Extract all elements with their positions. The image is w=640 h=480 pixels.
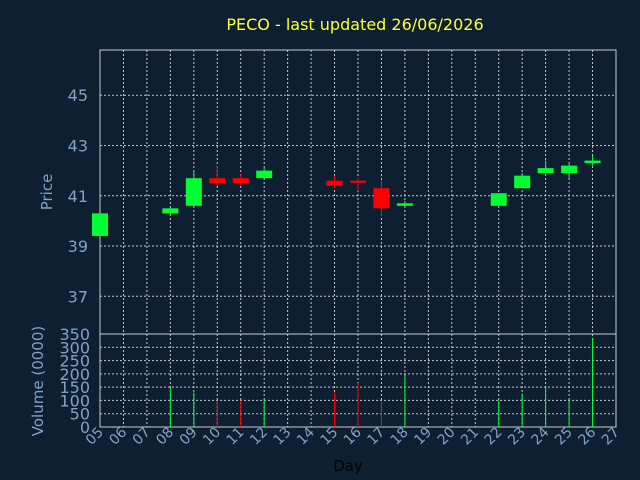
price-tick-43: 43	[68, 137, 88, 156]
candle-body-22	[490, 193, 507, 206]
x-tick-16: 16	[341, 424, 365, 448]
candle-body-11	[232, 178, 249, 184]
candle-body-17	[373, 188, 390, 209]
x-tick-13: 13	[271, 425, 295, 449]
volume-tick-100: 100	[59, 391, 90, 410]
x-tick-08: 08	[153, 425, 177, 449]
volume-tick-250: 250	[59, 352, 90, 371]
x-tick-21: 21	[458, 425, 482, 449]
x-tick-12: 12	[247, 425, 271, 449]
price-axis-label: Price	[38, 174, 56, 211]
volume-tick-350: 350	[59, 325, 90, 344]
x-tick-24: 24	[529, 424, 553, 448]
price-tick-41: 41	[68, 187, 88, 206]
volume-tick-300: 300	[59, 338, 90, 357]
x-tick-07: 07	[130, 425, 154, 449]
chart-title: PECO - last updated 26/06/2026	[226, 15, 483, 34]
candle-body-05	[92, 213, 108, 236]
candle-body-09	[185, 178, 202, 206]
x-tick-11: 11	[224, 425, 248, 449]
x-tick-20: 20	[435, 425, 459, 449]
candle-body-15	[326, 180, 343, 186]
candle-body-18	[396, 203, 413, 206]
x-tick-10: 10	[200, 425, 224, 449]
x-tick-26: 26	[575, 424, 599, 448]
volume-tick-0: 0	[80, 418, 90, 437]
volume-tick-50: 50	[70, 405, 90, 424]
candle-body-08	[162, 208, 179, 214]
volume-tick-150: 150	[59, 378, 90, 397]
x-tick-17: 17	[364, 425, 388, 449]
candle-body-23	[514, 175, 531, 189]
candle-body-16	[350, 180, 366, 183]
x-axis-label: Day	[333, 457, 363, 475]
x-tick-14: 14	[294, 424, 318, 448]
candle-body-25	[561, 165, 578, 174]
x-tick-15: 15	[317, 425, 341, 449]
price-tick-39: 39	[68, 237, 88, 256]
x-tick-18: 18	[388, 425, 412, 449]
volume-axis-label: Volume (0000)	[29, 326, 47, 436]
volume-tick-200: 200	[59, 365, 90, 384]
x-tick-19: 19	[411, 425, 435, 449]
x-tick-06: 06	[106, 424, 130, 448]
price-tick-45: 45	[68, 86, 88, 105]
x-tick-23: 23	[505, 425, 529, 449]
x-tick-22: 22	[482, 425, 506, 449]
candle-body-24	[537, 168, 554, 174]
x-tick-25: 25	[552, 425, 576, 449]
candle-body-26	[584, 160, 601, 164]
candle-body-10	[209, 178, 226, 184]
x-tick-09: 09	[177, 425, 201, 449]
x-tick-27: 27	[599, 425, 623, 449]
candle-body-12	[256, 170, 273, 179]
price-tick-37: 37	[68, 287, 88, 306]
